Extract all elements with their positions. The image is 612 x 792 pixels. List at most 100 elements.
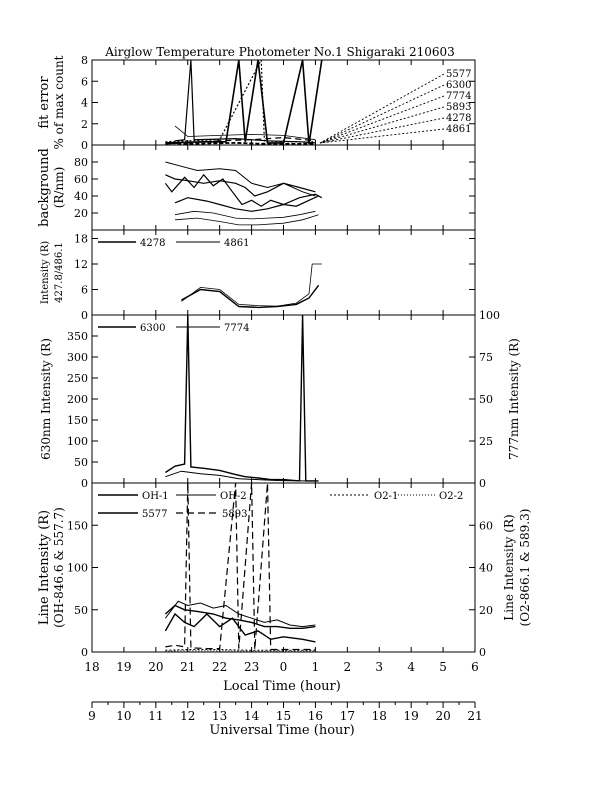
y-axis-label: fit error [37, 76, 52, 129]
local-time-tick-label: 22 [212, 660, 227, 674]
y-tick-label: 0 [81, 477, 88, 490]
legend-label: 4861 [446, 124, 471, 135]
y-axis-label: 427.8/486.1 [54, 242, 65, 303]
legend-label: O2-1 [374, 491, 398, 502]
local-time-axis-label: Local Time (hour) [223, 679, 341, 694]
y-tick-label: 18 [74, 233, 88, 246]
series-line-OH-2 [165, 600, 316, 628]
y-tick-label: 150 [67, 414, 88, 427]
legend-label: 6300 [140, 323, 165, 334]
series-line-7774 [165, 136, 316, 145]
y-tick-label: 12 [74, 258, 88, 271]
legend-label: OH-2 [220, 491, 247, 502]
universal-time-tick-label: 13 [212, 709, 227, 723]
universal-time-tick-label: 21 [467, 709, 482, 723]
series-line-4278 [181, 284, 320, 309]
local-time-tick-label: 5 [439, 660, 447, 674]
y-right-tick-label: 0 [479, 477, 486, 490]
series-line-4278 [174, 125, 316, 141]
local-time-tick-label: 1 [312, 660, 320, 674]
series-line-4861 [165, 141, 316, 145]
universal-time-tick-label: 18 [372, 709, 387, 723]
y-axis-label: background [37, 148, 52, 227]
y-right-tick-label: 60 [479, 519, 493, 532]
y-tick-label: 60 [74, 173, 88, 186]
legend-leader [319, 73, 445, 144]
legend-label: 4861 [224, 238, 249, 249]
y-right-tick-label: 25 [479, 435, 493, 448]
y-tick-label: 6 [81, 284, 88, 297]
y-tick-label: 4 [81, 97, 88, 110]
y-axis-label: (R/nm) [52, 167, 66, 209]
y-right-axis-label: (O2-866.1 & 589.3) [518, 509, 532, 627]
y-tick-label: 350 [67, 330, 88, 343]
y-axis-label: (OH-846.6 & 557.7) [52, 507, 66, 628]
legend-leader [319, 95, 445, 144]
universal-time-tick-label: 9 [88, 709, 96, 723]
series-line-trace-5 [174, 210, 316, 220]
y-axis-label: Intensity (R) [40, 241, 51, 304]
y-tick-label: 100 [67, 562, 88, 575]
y-tick-label: 0 [81, 646, 88, 659]
series-line-OH-1 [164, 604, 316, 629]
universal-time-tick-label: 19 [404, 709, 419, 723]
local-time-tick-label: 2 [344, 660, 352, 674]
panel-frame [91, 59, 476, 146]
y-right-tick-label: 75 [479, 351, 493, 364]
series-line-trace-6 [174, 214, 319, 226]
y-axis-label: % of max count [52, 55, 66, 149]
y-tick-label: 0 [81, 309, 88, 322]
y-axis-label: 630nm Intensity (R) [39, 338, 53, 460]
y-tick-label: 8 [81, 54, 88, 67]
y-right-tick-label: 20 [479, 604, 493, 617]
y-tick-label: 6 [81, 75, 88, 88]
y-right-tick-label: 100 [479, 309, 500, 322]
legend-leader [319, 117, 445, 144]
universal-time-tick-label: 17 [340, 709, 355, 723]
series-line-trace-2 [165, 174, 316, 197]
legend-label: 5893 [446, 102, 471, 113]
legend-leader [319, 128, 445, 144]
local-time-tick-label: 0 [280, 660, 288, 674]
series-line-7774 [165, 470, 316, 482]
legend-label: 4278 [140, 238, 165, 249]
legend-label: 7774 [446, 91, 471, 102]
universal-time-tick-label: 11 [148, 709, 163, 723]
y-right-axis-label: 777nm Intensity (R) [507, 338, 521, 460]
y-tick-label: 200 [67, 393, 88, 406]
universal-time-tick-label: 10 [116, 709, 131, 723]
y-axis-label: Line Intensity (R) [37, 510, 52, 625]
local-time-tick-label: 3 [375, 660, 383, 674]
y-tick-label: 150 [67, 519, 88, 532]
series-line-O2-2 [165, 650, 316, 652]
local-time-tick-label: 4 [407, 660, 415, 674]
y-tick-label: 2 [81, 118, 88, 131]
panel-frame [91, 314, 476, 484]
y-tick-label: 40 [74, 190, 88, 203]
y-tick-label: 50 [74, 456, 88, 469]
local-time-tick-label: 20 [148, 660, 163, 674]
legend-label: 4278 [446, 113, 471, 124]
legend-label: 5577 [142, 509, 167, 520]
series-line-6300 [165, 315, 319, 482]
universal-time-tick-label: 16 [308, 709, 323, 723]
y-right-axis-label: Line Intensity (R) [502, 514, 516, 620]
series-line-trace-3 [165, 161, 316, 197]
y-tick-label: 80 [74, 156, 88, 169]
series-line-4861 [181, 263, 322, 307]
y-right-tick-label: 40 [479, 562, 493, 575]
series-line-6300 [165, 60, 323, 145]
chart-title: Airglow Temperature Photometer No.1 Shig… [104, 45, 455, 59]
series-line-5577 [164, 612, 316, 643]
legend-label: 5577 [446, 69, 471, 80]
local-time-tick-label: 19 [116, 660, 131, 674]
y-tick-label: 300 [67, 351, 88, 364]
universal-time-tick-label: 20 [435, 709, 450, 723]
y-tick-label: 0 [81, 139, 88, 152]
universal-time-tick-label: 12 [180, 709, 195, 723]
legend-leader [319, 106, 445, 144]
universal-time-tick-label: 14 [244, 709, 260, 723]
local-time-tick-label: 18 [84, 660, 99, 674]
